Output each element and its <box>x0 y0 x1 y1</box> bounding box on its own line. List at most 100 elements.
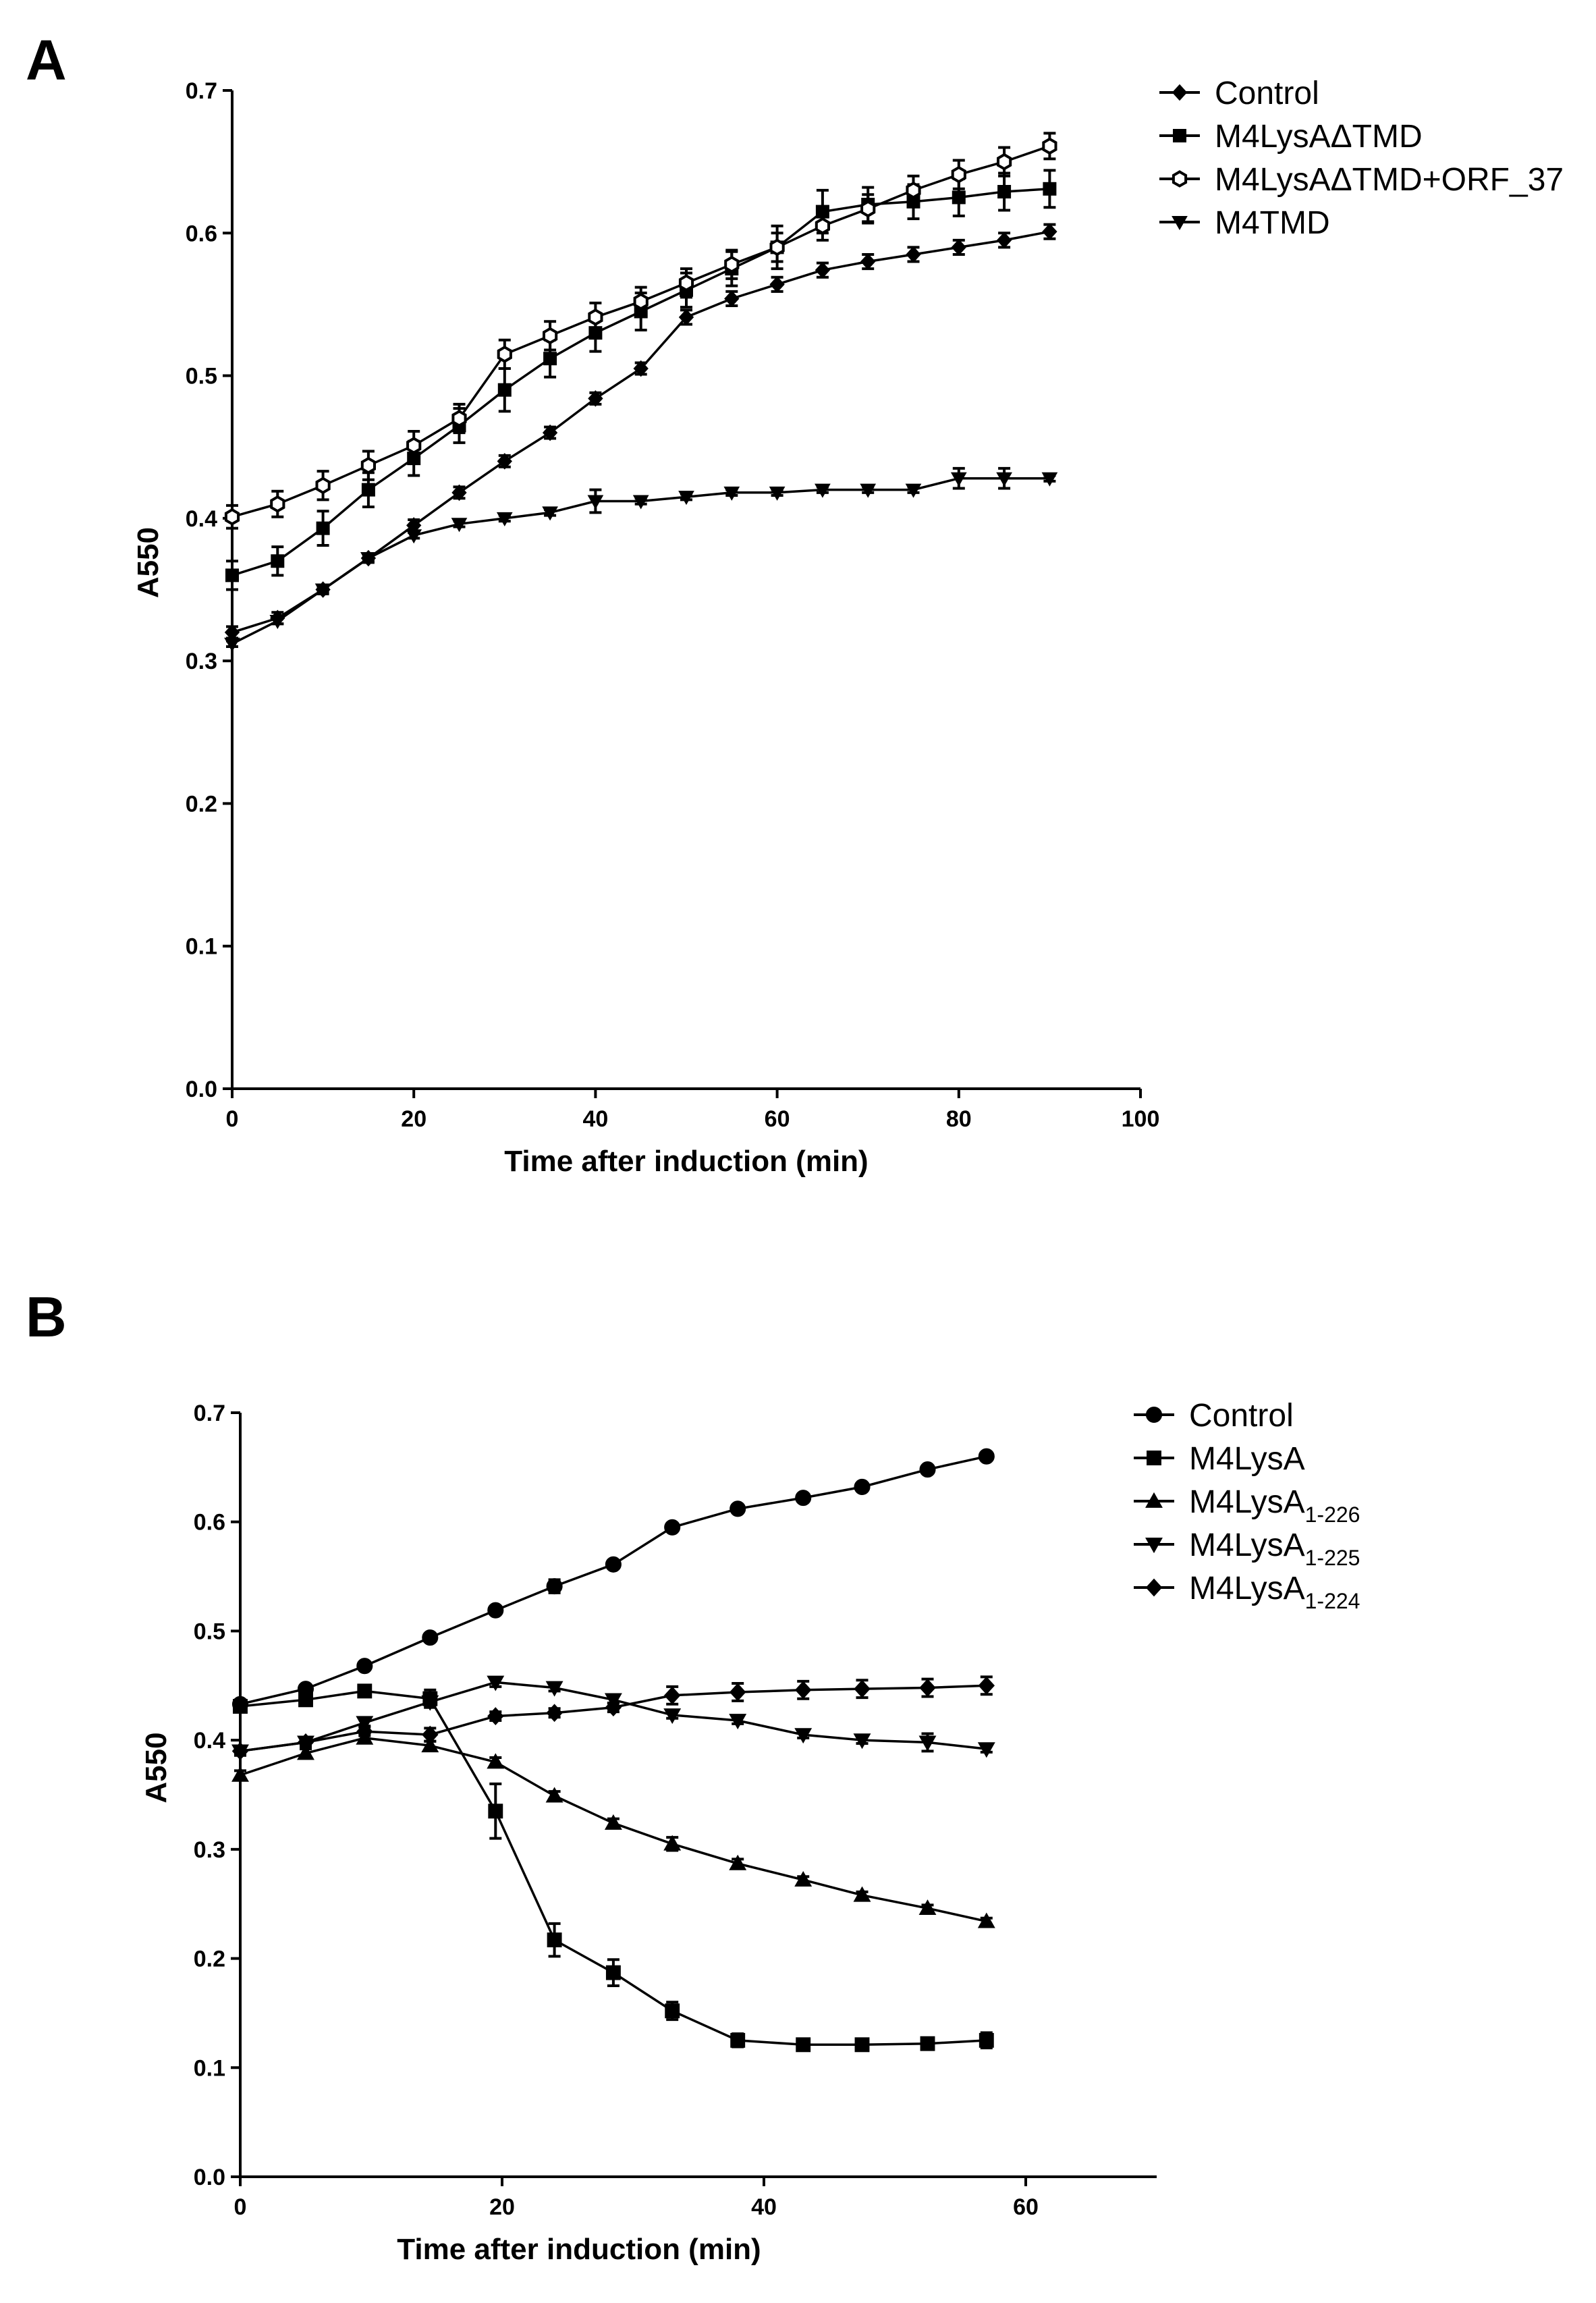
legend-item-2: M4LysA <box>1134 1441 1305 1477</box>
data-point <box>546 1704 563 1723</box>
data-point <box>663 1686 681 1705</box>
series-line <box>240 1455 987 1706</box>
data-point <box>605 1965 621 1980</box>
data-point <box>451 518 468 533</box>
data-point <box>633 360 649 377</box>
y-tick-label: 0.2 <box>194 1947 225 1972</box>
data-point <box>604 1814 622 1830</box>
legend-item-4: M4TMD <box>1159 205 1330 241</box>
legend-item-1: Control <box>1134 1398 1294 1434</box>
y-tick-label: 0.3 <box>186 649 217 674</box>
data-point <box>665 2003 680 2019</box>
y-tick-label: 0.5 <box>186 364 217 389</box>
data-point <box>729 1683 746 1702</box>
data-point <box>906 182 921 199</box>
legend-marker <box>1147 1451 1161 1465</box>
y-tick-label: 0.1 <box>186 934 217 960</box>
data-point <box>906 246 921 263</box>
data-point <box>729 1854 747 1870</box>
data-point <box>795 1490 812 1507</box>
series-2 <box>225 169 1057 591</box>
data-point <box>997 185 1012 199</box>
data-point <box>815 261 831 279</box>
data-point <box>546 1578 563 1595</box>
x-tick-label: 0 <box>226 1106 239 1132</box>
data-point <box>496 512 513 526</box>
data-point <box>297 1733 314 1752</box>
legend-item-3: M4LysAΔTMD+ORF_37 <box>1159 162 1564 198</box>
legend-marker <box>1145 1578 1163 1597</box>
legend-label: M4LysA1-226 <box>1189 1484 1360 1527</box>
data-point <box>860 253 876 270</box>
data-point <box>360 456 376 475</box>
x-axis-title: Time after induction (min) <box>504 1145 868 1178</box>
data-point <box>487 1753 505 1769</box>
series-1 <box>231 1448 995 1712</box>
data-point <box>545 1681 563 1697</box>
y-tick-label: 0.7 <box>194 1401 225 1426</box>
legend-item-1: Control <box>1159 76 1319 111</box>
data-point <box>487 1675 505 1691</box>
data-point <box>547 1932 562 1948</box>
legend-item-5: M4LysA1-224 <box>1134 1571 1360 1613</box>
legend-label-main: M4LysAΔTMD+ORF_37 <box>1215 162 1564 198</box>
legend-label-main: Control <box>1215 76 1319 111</box>
y-tick-label: 0.6 <box>194 1510 225 1536</box>
data-point <box>678 491 694 506</box>
data-point <box>729 1714 747 1730</box>
y-tick-label: 0.4 <box>194 1728 225 1754</box>
data-point <box>632 495 649 510</box>
data-point <box>724 290 740 307</box>
data-point <box>270 495 285 513</box>
data-point <box>421 1737 439 1753</box>
data-point <box>406 437 422 454</box>
y-tick-label: 0.5 <box>194 1619 225 1644</box>
legend-label: M4LysAΔTMD+ORF_37 <box>1215 162 1564 198</box>
data-point <box>919 1679 936 1697</box>
legend-label: M4LysA1-225 <box>1189 1527 1360 1570</box>
x-tick-label: 20 <box>489 2194 515 2220</box>
data-point <box>678 308 694 326</box>
data-point <box>297 1744 314 1760</box>
data-point <box>730 2032 746 2048</box>
data-point <box>854 2037 870 2053</box>
data-point <box>979 2032 994 2048</box>
x-tick-label: 20 <box>401 1106 426 1132</box>
data-point <box>854 1478 871 1496</box>
data-point <box>269 614 286 630</box>
data-point <box>545 1787 563 1803</box>
data-point <box>853 1733 871 1750</box>
panel-a-label: A <box>26 28 67 92</box>
series-line <box>231 188 1050 577</box>
data-point <box>314 583 331 598</box>
data-point <box>451 484 467 502</box>
data-point <box>231 1766 249 1782</box>
data-point <box>588 390 603 407</box>
legend-label-main: M4LysA <box>1189 1484 1305 1520</box>
y-tick-label: 0.7 <box>186 78 217 104</box>
data-point <box>543 352 557 366</box>
legend-marker <box>1172 84 1188 101</box>
series-3 <box>224 132 1057 530</box>
legend-label-subscript: 1-225 <box>1305 1546 1360 1570</box>
data-point <box>497 383 512 397</box>
x-tick-label: 60 <box>1013 2194 1039 2220</box>
data-point <box>794 1728 813 1744</box>
data-point <box>815 483 831 498</box>
data-point <box>769 486 786 501</box>
data-point <box>905 483 922 498</box>
legend-label: M4LysA <box>1189 1441 1305 1477</box>
data-point <box>794 1871 813 1887</box>
data-point <box>794 1681 812 1700</box>
data-point <box>233 1699 248 1714</box>
data-point <box>406 529 422 544</box>
series-line <box>240 1689 987 2047</box>
data-point <box>298 1692 313 1708</box>
data-point <box>952 190 966 205</box>
data-point <box>542 424 558 441</box>
data-point <box>587 495 604 510</box>
series-3 <box>231 1729 995 1928</box>
data-point <box>1042 223 1057 240</box>
legend-label-main: M4LysA <box>1189 1571 1305 1606</box>
